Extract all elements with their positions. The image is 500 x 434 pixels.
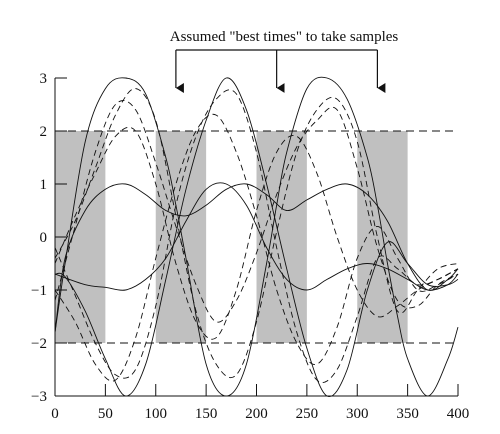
y-tick-label-0: 3: [40, 71, 48, 87]
series-7-line: [54, 113, 459, 382]
reference-lines: [55, 130, 458, 344]
x-tick-label-5: 250: [296, 406, 319, 422]
shaded-band-3: [357, 131, 408, 343]
x-tick-label-7: 350: [396, 406, 419, 422]
x-tick-label-4: 200: [245, 406, 268, 422]
series-2-line: [54, 182, 459, 291]
x-tick-label-0: 0: [51, 406, 59, 422]
series-3-line: [54, 77, 459, 398]
series-6-line: [54, 100, 459, 323]
annotation-text: Assumed "best times" to take samples: [170, 29, 399, 45]
shaded-bands: [55, 131, 408, 343]
series-5-line: [54, 89, 459, 383]
axes: 0 50 100 150 200 250 300 350 400 3 2 1 0 −1 −2 −3: [31, 71, 469, 422]
y-tick-label-2: 1: [40, 177, 48, 193]
annotation: Assumed "best times" to take samples: [170, 29, 399, 93]
y-tick-label-6: −3: [31, 389, 47, 405]
x-tick-label-8: 400: [447, 406, 470, 422]
shaded-band-2: [256, 131, 307, 343]
y-tick-label-3: 0: [40, 230, 48, 246]
y-tick-label-4: −1: [31, 283, 47, 299]
y-tick-label-1: 2: [40, 124, 48, 140]
x-tick-label-1: 50: [98, 406, 113, 422]
series-1-line: [54, 183, 459, 333]
x-tick-label-6: 300: [346, 406, 369, 422]
x-tick-label-2: 100: [145, 406, 168, 422]
series-4-line: [54, 88, 459, 379]
series-0-line: [54, 76, 459, 397]
series-group: [54, 76, 459, 398]
series-8-line: [54, 126, 459, 340]
y-tick-label-5: −2: [31, 336, 47, 352]
shaded-band-1: [155, 131, 207, 343]
x-tick-label-3: 150: [195, 406, 218, 422]
